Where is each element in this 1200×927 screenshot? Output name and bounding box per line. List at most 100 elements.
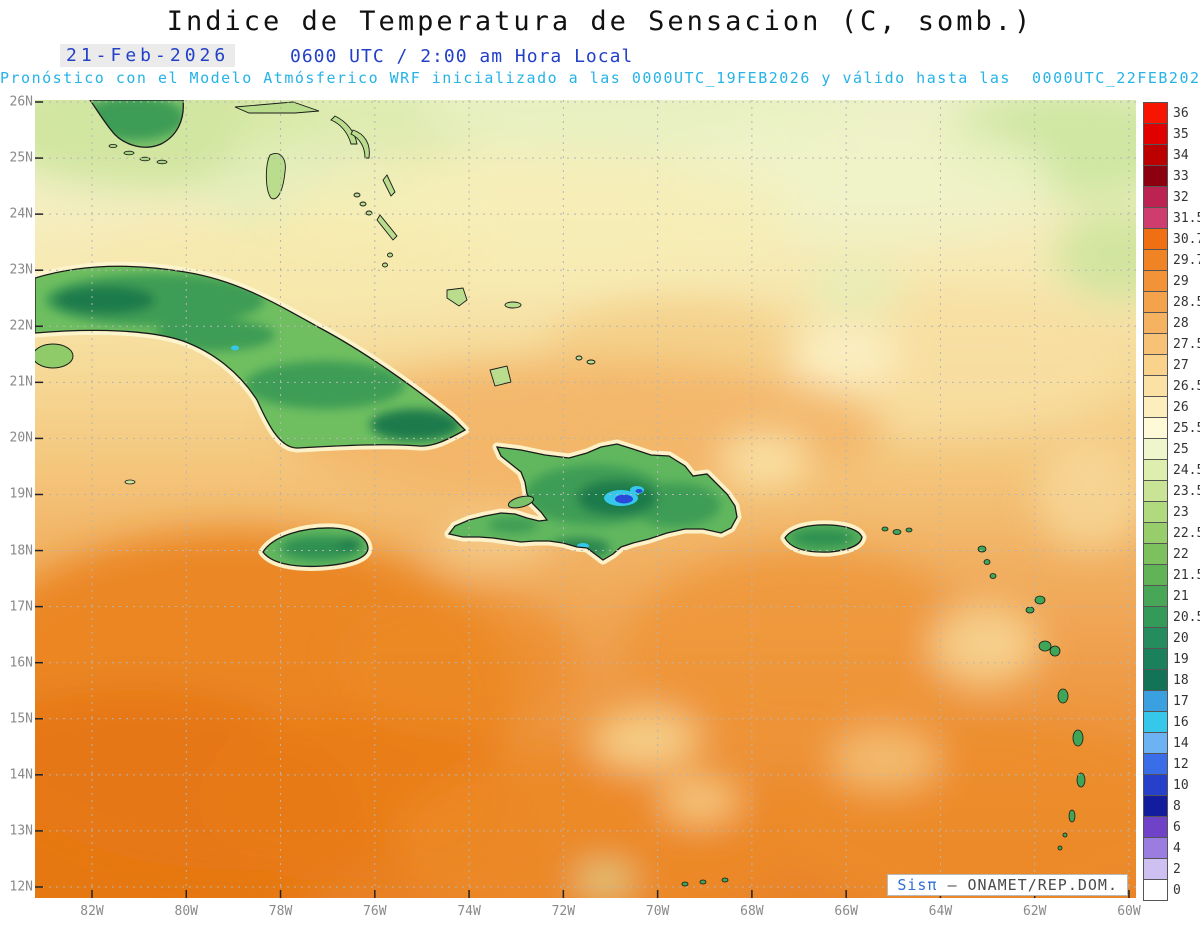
- colorbar-label: 30.7: [1173, 232, 1200, 247]
- colorbar-label: 25: [1173, 442, 1189, 457]
- colorbar-swatch: [1143, 417, 1168, 439]
- colorbar-swatch: [1143, 816, 1168, 838]
- lat-tick-label: 13N: [9, 823, 33, 839]
- page-title: Indice de Temperatura de Sensacion (C, s…: [166, 6, 1034, 37]
- colorbar-label: 21.5: [1173, 568, 1200, 583]
- lat-tick-label: 18N: [9, 543, 33, 559]
- forecast-note: Pronóstico con el Modelo Atmósferico WRF…: [0, 69, 1200, 87]
- colorbar: 363534333231.530.729.72928.52827.52726.5…: [1143, 102, 1200, 901]
- colorbar-entry: 26: [1143, 396, 1200, 418]
- colorbar-label: 27.5: [1173, 337, 1200, 352]
- colorbar-swatch: [1143, 249, 1168, 271]
- colorbar-swatch: [1143, 774, 1168, 796]
- colorbar-swatch: [1143, 228, 1168, 250]
- colorbar-swatch: [1143, 564, 1168, 586]
- colorbar-label: 27: [1173, 358, 1189, 373]
- colorbar-entry: 27.5: [1143, 333, 1200, 355]
- colorbar-entry: 18: [1143, 669, 1200, 691]
- lon-tick-label: 76W: [363, 904, 387, 919]
- lat-tick-label: 19N: [9, 486, 33, 502]
- colorbar-swatch: [1143, 270, 1168, 292]
- colorbar-label: 2: [1173, 862, 1181, 877]
- hispaniola-landmass: [448, 443, 738, 561]
- colorbar-swatch: [1143, 144, 1168, 166]
- colorbar-entry: 12: [1143, 753, 1200, 775]
- colorbar-swatch: [1143, 753, 1168, 775]
- colorbar-label: 18: [1173, 673, 1189, 688]
- colorbar-entry: 36: [1143, 102, 1200, 124]
- colorbar-swatch: [1143, 648, 1168, 670]
- colorbar-entry: 33: [1143, 165, 1200, 187]
- colorbar-label: 29: [1173, 274, 1189, 289]
- cayman-island: [124, 479, 136, 485]
- colorbar-entry: 24.5: [1143, 459, 1200, 481]
- lon-tick-label: 62W: [1022, 904, 1047, 919]
- colorbar-swatch: [1143, 438, 1168, 460]
- lat-tick-label: 26N: [9, 94, 33, 110]
- colorbar-entry: 34: [1143, 144, 1200, 166]
- lat-tick-label: 25N: [9, 150, 33, 166]
- colorbar-label: 19: [1173, 652, 1189, 667]
- colorbar-label: 26: [1173, 400, 1189, 415]
- colorbar-swatch: [1143, 333, 1168, 355]
- colorbar-label: 20.5: [1173, 610, 1200, 625]
- colorbar-entry: 28: [1143, 312, 1200, 334]
- colorbar-label: 23: [1173, 505, 1189, 520]
- colorbar-label: 23.5: [1173, 484, 1200, 499]
- colorbar-entry: 22: [1143, 543, 1200, 565]
- colorbar-entry: 0: [1143, 879, 1200, 901]
- colorbar-label: 4: [1173, 841, 1181, 856]
- colorbar-label: 16: [1173, 715, 1189, 730]
- colorbar-label: 24.5: [1173, 463, 1200, 478]
- colorbar-entry: 27: [1143, 354, 1200, 376]
- colorbar-entry: 2: [1143, 858, 1200, 880]
- colorbar-label: 28.5: [1173, 295, 1200, 310]
- lon-tick-label: 82W: [80, 904, 104, 919]
- lon-tick-label: 74W: [457, 904, 481, 919]
- lat-tick-label: 24N: [9, 206, 33, 222]
- colorbar-swatch: [1143, 459, 1168, 481]
- colorbar-entry: 21: [1143, 585, 1200, 607]
- colorbar-swatch: [1143, 711, 1168, 733]
- colorbar-label: 36: [1173, 106, 1189, 121]
- watermark-source: — ONAMET/REP.DOM.: [937, 876, 1118, 894]
- lon-tick-label: 70W: [645, 904, 670, 919]
- forecast-time: 0600 UTC / 2:00 am Hora Local: [290, 46, 634, 67]
- colorbar-entry: 23: [1143, 501, 1200, 523]
- colorbar-entry: 10: [1143, 774, 1200, 796]
- colorbar-label: 33: [1173, 169, 1189, 184]
- colorbar-label: 17: [1173, 694, 1189, 709]
- colorbar-swatch: [1143, 837, 1168, 859]
- jamaica-landmass: [262, 527, 369, 568]
- lat-tick-label: 16N: [9, 655, 33, 671]
- temperature-field-blobs: [35, 100, 1136, 898]
- colorbar-entry: 31.5: [1143, 207, 1200, 229]
- meta-row: 21-Feb-2026 0600 UTC / 2:00 am Hora Loca…: [0, 44, 1200, 68]
- colorbar-swatch: [1143, 186, 1168, 208]
- colorbar-entry: 35: [1143, 123, 1200, 145]
- weather-map: [35, 100, 1136, 898]
- axis-ticks: [35, 101, 1130, 898]
- colorbar-entry: 25.5: [1143, 417, 1200, 439]
- colorbar-entry: 16: [1143, 711, 1200, 733]
- colorbar-swatch: [1143, 879, 1168, 901]
- lat-tick-label: 15N: [9, 711, 33, 727]
- colorbar-label: 22.5: [1173, 526, 1200, 541]
- colorbar-label: 22: [1173, 547, 1189, 562]
- lat-tick-label: 14N: [9, 767, 33, 783]
- colorbar-entry: 25: [1143, 438, 1200, 460]
- colorbar-label: 21: [1173, 589, 1189, 604]
- colorbar-label: 20: [1173, 631, 1189, 646]
- colorbar-label: 32: [1173, 190, 1189, 205]
- cold-spot: [231, 345, 239, 351]
- colorbar-swatch: [1143, 354, 1168, 376]
- colorbar-label: 25.5: [1173, 421, 1200, 436]
- colorbar-label: 35: [1173, 127, 1189, 142]
- colorbar-swatch: [1143, 522, 1168, 544]
- colorbar-entry: 14: [1143, 732, 1200, 754]
- florida-keys-islands: [108, 144, 168, 165]
- watermark: Sisπ — ONAMET/REP.DOM.: [887, 874, 1128, 896]
- colorbar-entry: 17: [1143, 690, 1200, 712]
- puerto-rico-landmass: [784, 524, 863, 553]
- colorbar-swatch: [1143, 312, 1168, 334]
